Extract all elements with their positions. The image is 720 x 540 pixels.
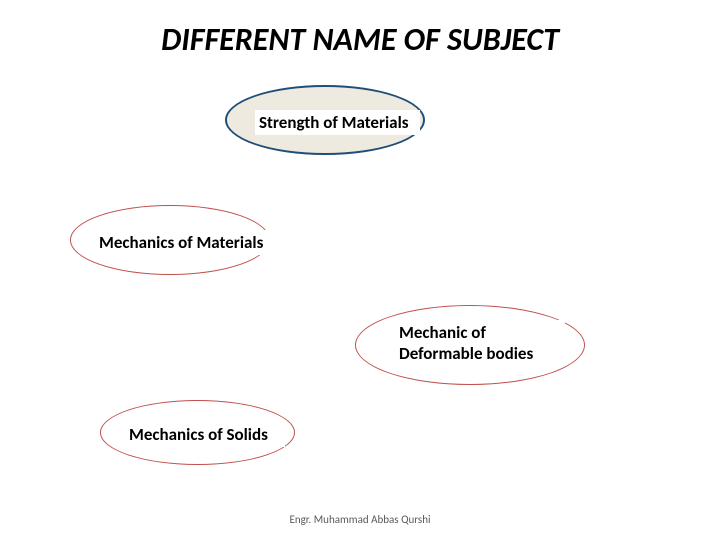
- label-strength: Strength of Materials: [255, 110, 420, 135]
- label-mechanics-materials: Mechanics of Materials: [95, 230, 280, 255]
- label-solids: Mechanics of Solids: [125, 422, 285, 447]
- page-title: DIFFERENT NAME OF SUBJECT: [0, 20, 720, 59]
- label-deformable: Mechanic of Deformable bodies: [395, 320, 565, 366]
- footer-text: Engr. Muhammad Abbas Qurshi: [0, 513, 720, 526]
